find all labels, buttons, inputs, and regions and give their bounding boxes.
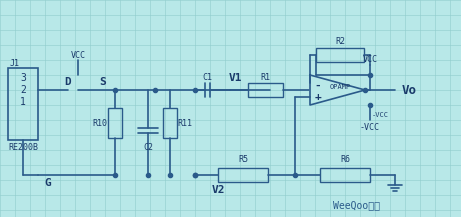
Text: R2: R2	[335, 38, 345, 46]
Text: Vo: Vo	[402, 84, 417, 97]
Text: 2: 2	[20, 85, 26, 95]
Text: R1: R1	[260, 74, 270, 82]
Text: VCC: VCC	[71, 51, 85, 59]
Text: OPAMP: OPAMP	[329, 84, 351, 90]
Text: D: D	[65, 77, 71, 87]
Bar	[320, 168, 370, 182]
Text: R6: R6	[340, 156, 350, 164]
Text: V1: V1	[228, 73, 242, 83]
Text: RE200B: RE200B	[8, 143, 38, 153]
Text: 3: 3	[20, 73, 26, 83]
Text: C1: C1	[202, 74, 212, 82]
Text: -VCC: -VCC	[372, 112, 389, 118]
Text: C2: C2	[143, 143, 153, 153]
Bar	[8, 68, 38, 140]
Text: G: G	[45, 178, 51, 188]
Polygon shape	[310, 75, 365, 105]
Bar	[218, 168, 268, 182]
Text: R10: R10	[93, 118, 107, 128]
Text: V2: V2	[211, 185, 225, 195]
Text: +: +	[314, 92, 321, 102]
Text: WeeQoo维库: WeeQoo维库	[333, 200, 380, 210]
Bar	[316, 48, 364, 62]
Text: R11: R11	[177, 118, 193, 128]
Bar	[163, 108, 177, 138]
Bar	[248, 83, 283, 97]
Text: R5: R5	[238, 156, 248, 164]
Text: VCC: VCC	[362, 56, 378, 64]
Text: -VCC: -VCC	[360, 123, 380, 132]
Text: -: -	[314, 81, 321, 91]
Bar	[108, 108, 122, 138]
Text: S: S	[100, 77, 106, 87]
Text: 1: 1	[20, 97, 26, 107]
Text: J1: J1	[10, 59, 20, 69]
